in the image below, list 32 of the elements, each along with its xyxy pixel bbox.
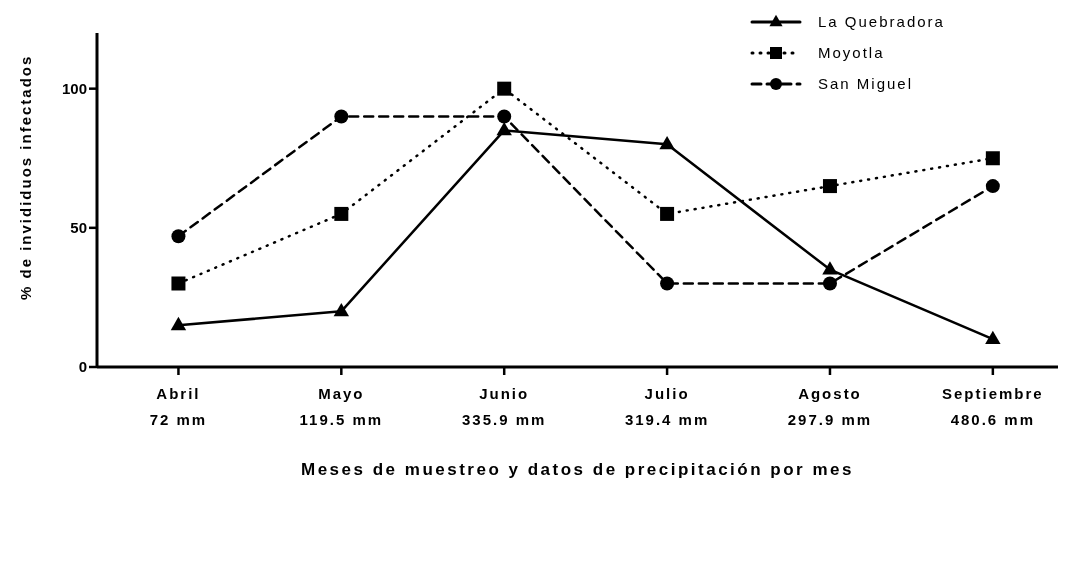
point (334, 206, 349, 221)
point (822, 261, 838, 275)
x-tick-label: Julio 319.4 mm (624, 385, 710, 428)
point (985, 151, 1000, 166)
y-axis-title: % de invididuos infectados (17, 54, 35, 300)
point (496, 122, 512, 136)
point (334, 109, 349, 124)
point (822, 276, 837, 291)
x-tick-label: Abril 72 mm (149, 385, 208, 428)
point (333, 302, 350, 317)
point (985, 330, 1001, 345)
point (170, 316, 187, 331)
point (822, 179, 837, 194)
point (660, 206, 675, 221)
point (985, 179, 1000, 194)
x-tick-label: Junio 335.9 mm (462, 385, 547, 428)
legend-label: La Quebradora (818, 13, 945, 30)
y-tick-label: 0 (78, 358, 87, 376)
x-tick-label: Agosto 297.9 mm (787, 385, 873, 428)
x-tick-label: Mayo 119.5 mm (299, 385, 384, 428)
x-axis-title: Meses de muestreo y datos de precipitación por mes (301, 460, 854, 479)
point (497, 81, 512, 96)
point (660, 276, 675, 291)
y-tick-label: 100 (61, 79, 87, 97)
y-tick-label: 50 (70, 219, 87, 237)
x-tick-label: Septiembre 480.6 mm (942, 385, 1044, 428)
legend-label: Moyotla (818, 44, 885, 61)
point (171, 276, 186, 291)
point (659, 135, 675, 150)
point (497, 109, 512, 124)
legend-label: San Miguel (818, 75, 914, 92)
point (171, 229, 186, 244)
